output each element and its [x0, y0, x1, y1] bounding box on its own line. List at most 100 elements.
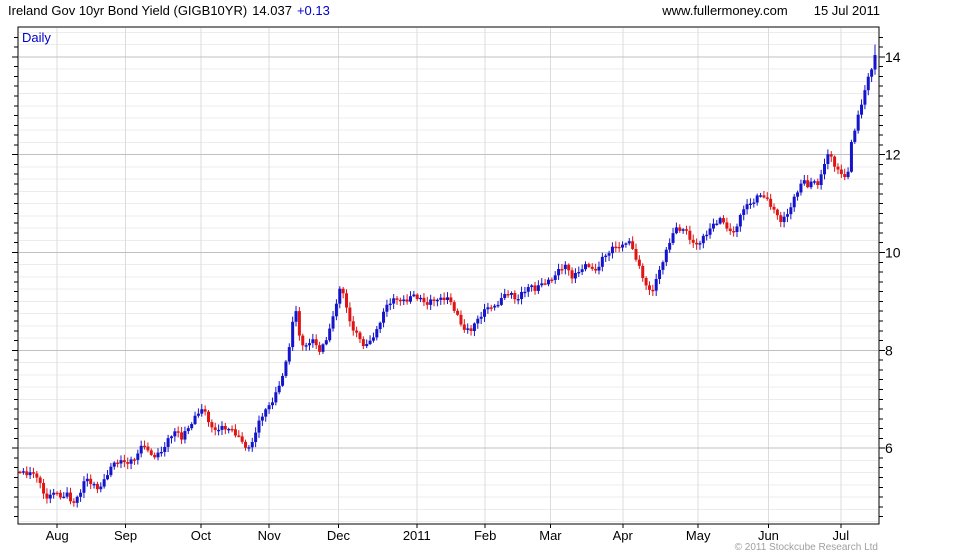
candle-body — [21, 471, 25, 473]
candle-body — [68, 492, 72, 502]
x-tick-label: 2011 — [403, 528, 431, 543]
candle-body — [402, 299, 406, 302]
candle-body — [247, 447, 251, 449]
candle-body — [674, 227, 678, 234]
candle-body — [203, 409, 207, 412]
candle-body — [25, 471, 29, 476]
candle-body — [681, 229, 685, 231]
candle-body — [590, 266, 594, 269]
candle-body — [513, 293, 517, 300]
candle-body — [42, 483, 46, 494]
candle-body — [839, 169, 843, 175]
candle-body — [18, 471, 22, 474]
candle-body — [378, 322, 382, 330]
candle-body — [351, 321, 355, 331]
candle-body — [415, 294, 419, 300]
candle-body — [799, 183, 803, 193]
candle-body — [284, 361, 288, 376]
candle-body — [671, 233, 675, 243]
last-price: 14.037 — [252, 3, 292, 18]
candle-body — [331, 316, 335, 329]
candle-body — [526, 287, 530, 292]
candle-body — [321, 344, 325, 352]
candle-body — [385, 304, 389, 312]
candle-body — [668, 242, 672, 250]
candle-body — [489, 307, 493, 309]
candle-body — [536, 285, 540, 291]
candle-body — [762, 195, 766, 198]
candle-body — [159, 451, 163, 454]
candle-body — [836, 166, 840, 170]
candle-body — [499, 298, 503, 305]
candle-body — [62, 496, 66, 499]
candle-body — [829, 154, 833, 157]
candle-body — [631, 241, 635, 249]
candle-body — [264, 409, 268, 417]
candle-body — [425, 302, 429, 305]
copyright-label: © 2011 Stockcube Research Ltd — [734, 542, 878, 553]
candle-body — [647, 285, 651, 290]
x-tick-label: Dec — [327, 528, 351, 543]
candle-body — [304, 345, 308, 347]
candle-body — [213, 427, 217, 430]
candle-body — [75, 496, 79, 503]
candle-body — [419, 297, 423, 300]
candle-body — [664, 249, 668, 263]
candle-body — [520, 291, 524, 300]
candle-body — [257, 420, 261, 433]
candle-body — [442, 297, 446, 301]
candle-body — [31, 472, 35, 474]
candle-body — [759, 195, 763, 197]
x-tick-label: Jun — [758, 528, 779, 543]
candle-body — [143, 445, 147, 448]
candle-body — [796, 192, 800, 197]
candle-body — [119, 460, 123, 464]
candle-body — [432, 299, 436, 301]
candle-body — [863, 90, 867, 105]
candle-body — [456, 310, 460, 315]
price-change: +0.13 — [296, 3, 330, 18]
x-tick-label: Jul — [833, 528, 850, 543]
candle-body — [89, 478, 93, 484]
candle-body — [112, 462, 116, 467]
candle-body — [183, 431, 187, 440]
x-tick-label: Aug — [46, 528, 69, 543]
candle-body — [244, 441, 248, 448]
candle-body — [563, 264, 567, 270]
candle-body — [479, 316, 483, 319]
candle-body — [79, 492, 83, 497]
candle-body — [193, 415, 197, 425]
candle-body — [695, 242, 699, 245]
candle-body — [782, 216, 786, 222]
candle-body — [163, 446, 167, 452]
candle-body — [405, 299, 409, 302]
candle-body — [429, 299, 433, 305]
y-tick-label: 8 — [885, 342, 893, 358]
candle-body — [775, 209, 779, 216]
candle-body — [446, 297, 449, 301]
candle-body — [597, 266, 601, 271]
candle-body — [472, 323, 476, 332]
candle-body — [658, 269, 662, 280]
candle-body — [345, 293, 349, 308]
candle-body — [449, 297, 453, 303]
candle-body — [691, 239, 695, 243]
candle-body — [55, 492, 59, 495]
x-tick-label: Nov — [258, 528, 282, 543]
candle-body — [240, 436, 244, 442]
candle-body — [560, 269, 564, 271]
candle-body — [624, 243, 628, 245]
candle-body — [324, 340, 328, 345]
candle-body — [338, 288, 342, 304]
candle-body — [486, 307, 490, 310]
candle-body — [846, 171, 850, 178]
candle-body — [361, 339, 365, 347]
candle-body — [806, 180, 810, 188]
candle-body — [422, 297, 426, 303]
candle-body — [129, 459, 133, 464]
candle-body — [72, 501, 76, 503]
candle-body — [200, 409, 204, 414]
candle-body — [210, 422, 214, 428]
candle-body — [802, 180, 806, 184]
